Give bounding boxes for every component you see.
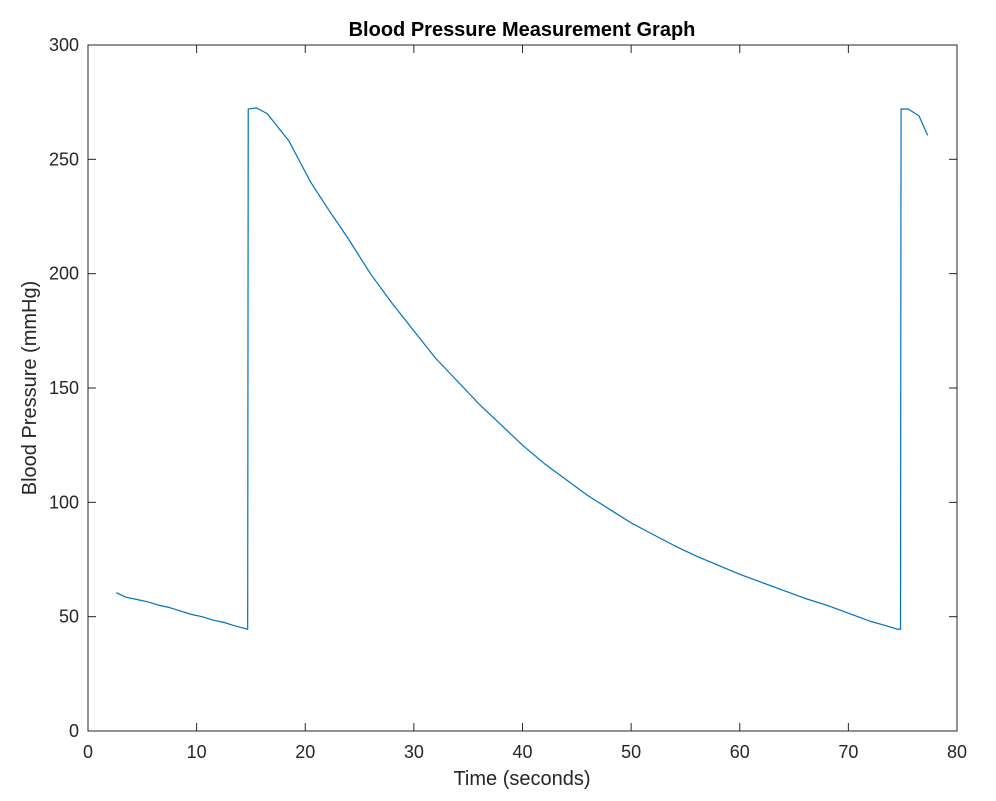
y-tick-labels: 0 50 100 150 200 250 300 — [49, 35, 79, 741]
y-tick-label: 200 — [49, 264, 79, 284]
x-axis-label: Time (seconds) — [453, 768, 590, 790]
x-tick-label: 10 — [187, 742, 207, 762]
chart-title: Blood Pressure Measurement Graph — [349, 19, 696, 41]
y-axis-label: Blood Pressure (mmHg) — [19, 281, 41, 496]
x-tick-labels: 0 10 20 30 40 50 60 70 80 — [83, 742, 967, 762]
x-tick-label: 60 — [730, 742, 750, 762]
axes-box — [87, 44, 958, 732]
x-tick-label: 80 — [947, 742, 967, 762]
y-tick-label: 150 — [49, 378, 79, 398]
plot-area — [88, 45, 957, 731]
x-tick-label: 0 — [83, 742, 93, 762]
y-tick-label: 100 — [49, 492, 79, 512]
x-tick-label: 70 — [838, 742, 858, 762]
series-line-blood-pressure — [115, 107, 929, 630]
x-tick-label: 30 — [404, 742, 424, 762]
x-tick-label: 40 — [512, 742, 532, 762]
x-tick-label: 50 — [621, 742, 641, 762]
y-tick-label: 0 — [69, 721, 79, 741]
x-tick-label: 20 — [295, 742, 315, 762]
y-tick-label: 300 — [49, 35, 79, 55]
y-tick-label: 50 — [59, 607, 79, 627]
y-tick-label: 250 — [49, 149, 79, 169]
